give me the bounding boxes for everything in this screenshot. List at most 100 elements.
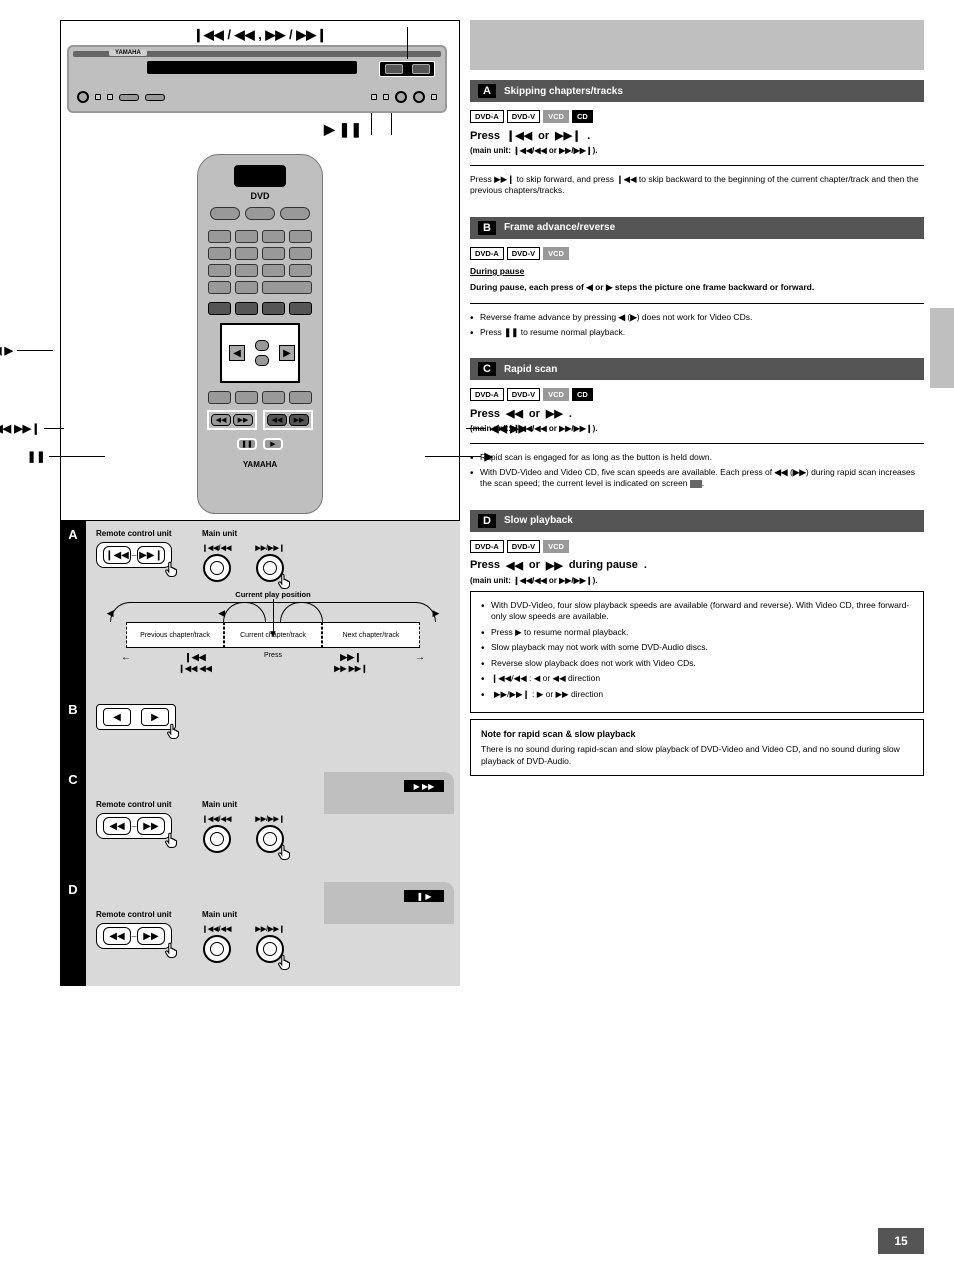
- section-tag: A: [478, 84, 496, 98]
- mainunit-note: (main unit: ❙◀◀/◀◀ or ▶▶/▶▶❙).: [470, 576, 924, 585]
- remote-pause-btn[interactable]: ❚❚: [237, 438, 257, 450]
- box-bullet: ❙◀◀/◀◀ : ◀ or ◀◀ direction: [481, 673, 913, 684]
- remote-prev-btn[interactable]: ◀◀: [211, 414, 231, 426]
- section-tag: B: [60, 696, 86, 766]
- remote-btn[interactable]: [235, 391, 258, 404]
- rew-icon: ◀◀: [103, 927, 131, 945]
- mainunit-note: (main unit: ❙◀◀/◀◀ or ▶▶/▶▶❙).: [470, 146, 924, 155]
- box-bullet: Reverse slow playback does not work with…: [481, 658, 913, 669]
- box-bullet: Slow playback may not work with some DVD…: [481, 642, 913, 653]
- remote-btn[interactable]: [262, 230, 285, 243]
- badge-cd: CD: [572, 110, 593, 123]
- divider: [470, 165, 924, 166]
- section-title: Slow playback: [504, 515, 573, 526]
- knob-next-label: ▶▶/▶▶❙: [255, 925, 284, 933]
- remote-ff-btn[interactable]: ▶▶: [289, 414, 309, 426]
- remote-next-btn[interactable]: ▶▶: [233, 414, 253, 426]
- press-label: Press: [264, 652, 282, 659]
- remote-btn[interactable]: [262, 302, 285, 315]
- row-prev-sym: ❙◀◀: [184, 652, 205, 663]
- ff-icon: ▶▶: [137, 817, 165, 835]
- knob-prev-label: ❙◀◀/◀◀: [202, 815, 231, 823]
- remote-btn[interactable]: [280, 207, 310, 220]
- remote-pair-icon: ❙◀◀ – ▶▶❙: [96, 542, 172, 568]
- remote-btn[interactable]: [235, 230, 258, 243]
- badge-dvd-a: DVD-A: [470, 540, 504, 553]
- remote-btn[interactable]: [208, 264, 231, 277]
- remote-btn[interactable]: [289, 391, 312, 404]
- next-icon: ▶▶❙: [137, 546, 165, 564]
- illustration-B: B ◀ ▶: [60, 696, 460, 766]
- badge-vcd: VCD: [543, 540, 569, 553]
- section-bar: A Skipping chapters/tracks: [470, 80, 924, 102]
- section-title: Skipping chapters/tracks: [504, 86, 623, 97]
- knob-prev-label: ❙◀◀/◀◀: [202, 544, 231, 552]
- dpad-down[interactable]: [255, 355, 269, 366]
- remote-btn[interactable]: [210, 207, 240, 220]
- skip-prev-btn[interactable]: [385, 64, 403, 74]
- remote-btn[interactable]: [289, 230, 312, 243]
- remote-btn[interactable]: [235, 247, 258, 260]
- player-front-panel: YAMAHA: [67, 45, 447, 113]
- remote-btn[interactable]: [208, 302, 231, 315]
- section-D: D Slow playback DVD-A DVD-V VCD Press ◀◀…: [470, 510, 924, 776]
- remote-btn[interactable]: [262, 247, 285, 260]
- section-C: C Rapid scan DVD-A DVD-V VCD CD Press ◀◀…: [470, 358, 924, 489]
- knob-next-label: ▶▶/▶▶❙: [255, 544, 284, 552]
- prev-chapter: Previous chapter/track: [126, 622, 224, 648]
- knob-prev-label: ❙◀◀/◀◀: [202, 925, 231, 933]
- instruction: Press ◀◀ or ▶▶ during pause.: [470, 559, 924, 572]
- instruction-line: During pause, each press of ◀ or ▶ steps…: [470, 282, 924, 293]
- dpad-right[interactable]: ▶: [279, 345, 295, 361]
- remote-pause-label: ❚❚: [27, 450, 109, 463]
- hand-icon: [275, 843, 293, 861]
- remote-col-head: Remote control unit: [96, 800, 172, 809]
- bullet-text: Press ▶▶❙ to skip forward, and press ❙◀◀…: [470, 174, 924, 197]
- note-title: Note for rapid scan & slow playback: [481, 728, 913, 740]
- next-chapter: Next chapter/track: [322, 622, 420, 648]
- bullet: Press ❚❚ to resume normal playback.: [470, 327, 924, 338]
- play-knob[interactable]: [395, 91, 407, 103]
- page-number-footer: 15: [878, 1228, 924, 1254]
- badge-dvd-a: DVD-A: [470, 388, 504, 401]
- mainunit-note: (main unit: ❙◀◀/◀◀ or ▶▶/▶▶❙).: [470, 424, 924, 433]
- skip-next-btn[interactable]: [412, 64, 430, 74]
- lead-line: [391, 113, 392, 135]
- remote-btn[interactable]: [235, 264, 258, 277]
- left-column: ❙◀◀ / ◀◀ , ▶▶ / ▶▶❙ YAMAHA: [60, 20, 460, 986]
- section-tag: D: [60, 876, 86, 986]
- mainunit-col-head: Main unit: [202, 800, 285, 809]
- remote-skip-label: ❙◀◀ ▶▶❙: [0, 422, 68, 435]
- remote-btn[interactable]: [262, 281, 312, 294]
- prev-icon: ❙◀◀: [103, 546, 131, 564]
- hand-icon: [162, 560, 180, 578]
- upper-frame: ❙◀◀ / ◀◀ , ▶▶ / ▶▶❙ YAMAHA: [60, 20, 460, 521]
- remote-btn[interactable]: [208, 247, 231, 260]
- pause-knob[interactable]: [413, 91, 425, 103]
- remote-btn[interactable]: [262, 391, 285, 404]
- skip-buttons-frame: [379, 61, 435, 77]
- remote-btn[interactable]: [235, 302, 258, 315]
- remote-btn[interactable]: [289, 264, 312, 277]
- remote-btn[interactable]: [235, 281, 258, 294]
- power-knob[interactable]: [77, 91, 89, 103]
- bullet-list: Rapid scan is engaged for as long as the…: [470, 452, 924, 489]
- remote-rew-btn[interactable]: ◀◀: [267, 414, 287, 426]
- remote-btn[interactable]: [208, 391, 231, 404]
- remote-seek-label: ◀◀ ▶▶: [462, 422, 527, 435]
- remote-btn[interactable]: [262, 264, 285, 277]
- remote-btn[interactable]: [208, 230, 231, 243]
- remote-col-head: Remote control unit: [96, 529, 172, 538]
- box-bullet: With DVD-Video, four slow playback speed…: [481, 600, 913, 623]
- remote-btn[interactable]: [289, 247, 312, 260]
- remote-brand: YAMAHA: [198, 460, 322, 469]
- remote-btn[interactable]: [289, 302, 312, 315]
- instruction: Press ❙◀◀ or ▶▶❙.: [470, 129, 924, 142]
- remote-btn[interactable]: [208, 281, 231, 294]
- dpad-left[interactable]: ◀: [229, 345, 245, 361]
- remote-play-btn[interactable]: ▶: [263, 438, 283, 450]
- knob-prev-icon: [203, 554, 231, 582]
- play-pause-caption: ▶ ❚❚: [283, 121, 403, 138]
- remote-btn[interactable]: [245, 207, 275, 220]
- dpad-up[interactable]: [255, 340, 269, 351]
